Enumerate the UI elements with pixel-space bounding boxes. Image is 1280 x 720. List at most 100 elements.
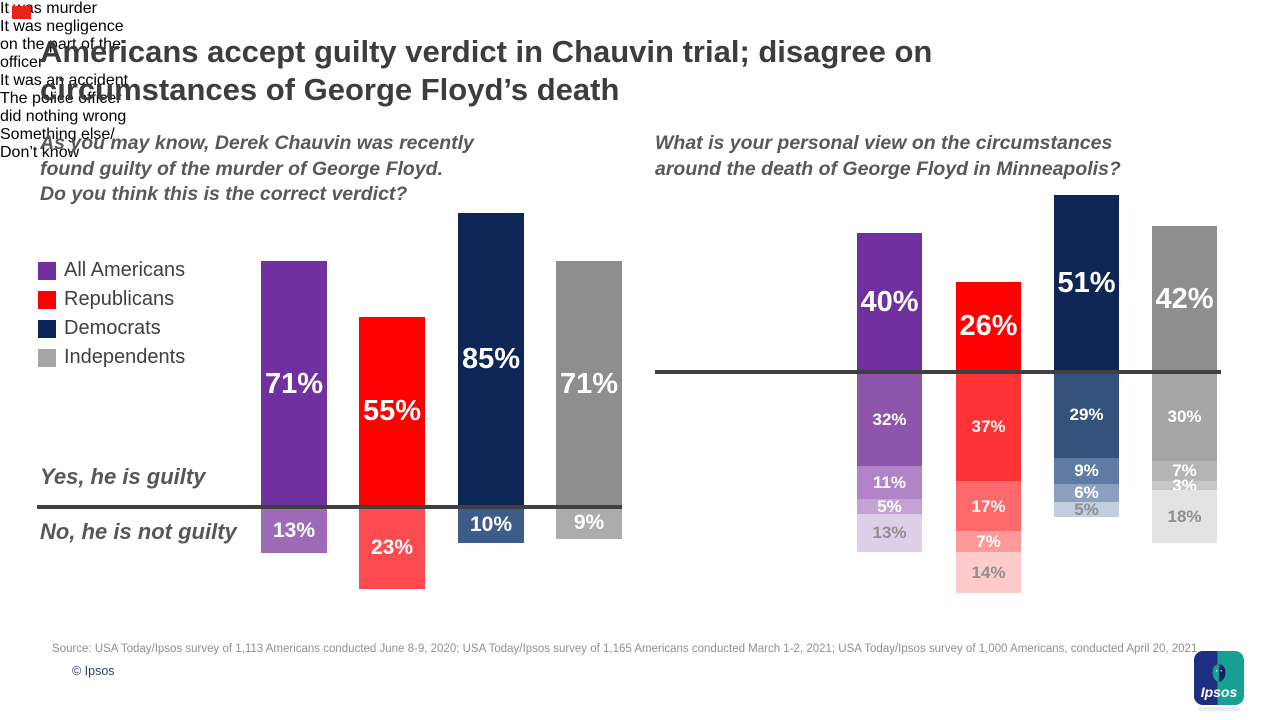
- left-chart-legend: All Americans Republicans Democrats Indepen…: [38, 256, 185, 372]
- legend-label-line: did nothing wrong: [0, 108, 127, 125]
- stack-seg-3-2: 7%: [1152, 460, 1217, 482]
- legend-item-democrats: Democrats: [38, 314, 185, 343]
- bar-below-0: 13%: [261, 507, 327, 554]
- right-chart-question: What is your personal view on the circum…: [655, 131, 1121, 182]
- value-label: 9%: [573, 511, 605, 535]
- value-label: 51%: [1057, 267, 1116, 299]
- category-legend-3: The police officer did nothing wrong: [0, 90, 1280, 126]
- stack-seg-2-4: 5%: [1054, 499, 1119, 519]
- legend-swatch-icon: [38, 290, 56, 309]
- bar-below-1: 23%: [359, 507, 425, 589]
- bar-above-0: 71%: [261, 261, 327, 507]
- legend-swatch-icon: [38, 261, 56, 280]
- legend-label-line: Don’t know: [0, 144, 80, 161]
- legend-item-all-americans: All Americans: [38, 256, 185, 285]
- category-legend-2: It was an accident: [0, 72, 1280, 90]
- stack-above-0: 40%: [857, 233, 922, 372]
- value-label: 7%: [976, 532, 1001, 552]
- legend-label-line: on the part of the: [0, 36, 121, 53]
- value-label: 3%: [1172, 476, 1197, 496]
- stack-seg-2-2: 9%: [1054, 457, 1119, 485]
- category-legend-4: Something else/Don’t know: [0, 126, 1280, 162]
- stack-seg-0-1: 32%: [857, 372, 922, 467]
- stack-above-1: 26%: [956, 281, 1021, 372]
- stack-seg-1-2: 17%: [956, 481, 1021, 532]
- page-title: Americans accept guilty verdict in Chauv…: [40, 33, 932, 109]
- stack-seg-1-4: 14%: [956, 551, 1021, 594]
- value-label: 30%: [1167, 406, 1202, 426]
- yes-axis-label: Yes, he is guilty: [40, 464, 206, 489]
- legend-label: Independents: [64, 346, 186, 368]
- value-label: 55%: [362, 395, 422, 428]
- stack-above-3: 42%: [1152, 226, 1217, 372]
- no-axis-label: No, he is not guilty: [40, 519, 237, 544]
- ipsos-logo-reflection: [1198, 707, 1240, 711]
- value-label: 10%: [469, 513, 513, 537]
- stack-seg-2-3: 6%: [1054, 484, 1119, 502]
- value-label: 23%: [370, 536, 414, 560]
- left-question-line-1: As you may know, Derek Chauvin was recen…: [40, 132, 474, 154]
- ipsos-face-icon: [1212, 664, 1226, 682]
- stack-seg-3-4: 18%: [1152, 490, 1217, 544]
- stack-seg-3-3: 3%: [1152, 476, 1217, 496]
- legend-swatch-icon: [38, 319, 56, 338]
- legend-label-line: officer: [0, 54, 44, 71]
- legend-label-line: Something else/: [0, 126, 115, 143]
- legend-label-line: The police officer: [0, 90, 122, 107]
- value-label: 5%: [1074, 499, 1099, 519]
- value-label: 85%: [461, 343, 521, 376]
- stack-seg-1-3: 7%: [956, 531, 1021, 552]
- left-question-line-2: found guilty of the murder of George Flo…: [40, 157, 443, 180]
- value-label: 17%: [971, 496, 1006, 516]
- left-question-line-3: Do you think this is the correct verdict…: [40, 183, 408, 205]
- value-label: 5%: [877, 496, 902, 516]
- legend-label-line: It was an accident: [0, 72, 129, 89]
- ipsos-red-accent-mark: [12, 6, 31, 19]
- source-note: Source: USA Today/Ipsos survey of 1,113 …: [52, 643, 1198, 655]
- ipsos-logo: Ipsos: [1194, 651, 1244, 705]
- bar-below-3: 9%: [556, 507, 622, 539]
- value-label: 71%: [264, 367, 324, 400]
- value-label: 9%: [1074, 461, 1099, 481]
- copyright: © Ipsos: [72, 664, 115, 678]
- stack-seg-2-1: 29%: [1054, 372, 1119, 458]
- value-label: 42%: [1155, 282, 1214, 315]
- ipsos-logo-text: Ipsos: [1200, 684, 1238, 700]
- value-label: 26%: [959, 310, 1018, 343]
- bar-above-2: 85%: [458, 212, 524, 507]
- category-legend-1: It was negligence on the part of the offic…: [0, 18, 1280, 72]
- legend-item-republicans: Republicans: [38, 285, 185, 314]
- stack-above-2: 51%: [1054, 195, 1119, 372]
- value-label: 11%: [872, 473, 907, 493]
- legend-label: Republicans: [64, 288, 175, 310]
- legend-swatch-icon: [38, 348, 56, 367]
- value-label: 37%: [971, 417, 1006, 437]
- right-question-line-2: around the death of George Floyd in Minn…: [655, 157, 1121, 180]
- stack-seg-3-1: 30%: [1152, 372, 1217, 461]
- left-chart-question: As you may know, Derek Chauvin was recen…: [40, 131, 474, 208]
- page-title-line-2: circumstances of George Floyd’s death: [40, 72, 620, 107]
- stack-seg-0-2: 11%: [857, 466, 922, 499]
- bar-above-1: 55%: [359, 316, 425, 507]
- value-label: 32%: [872, 409, 907, 429]
- value-label: 18%: [1167, 507, 1202, 527]
- legend-label: All Americans: [64, 259, 186, 281]
- right-question-line-1: What is your personal view on the circum…: [655, 132, 1113, 154]
- value-label: 6%: [1074, 483, 1099, 503]
- value-label: 71%: [559, 367, 619, 400]
- bar-below-2: 10%: [458, 507, 524, 543]
- stack-seg-0-3: 5%: [857, 496, 922, 516]
- value-label: 7%: [1172, 461, 1197, 481]
- stack-seg-1-1: 37%: [956, 372, 1021, 482]
- bar-above-3: 71%: [556, 261, 622, 507]
- right-chart-zero-line: [655, 370, 1221, 374]
- value-label: 29%: [1069, 405, 1104, 425]
- stack-seg-0-4: 13%: [857, 513, 922, 552]
- value-label: 14%: [971, 563, 1006, 583]
- page-title-line-1: Americans accept guilty verdict in Chauv…: [40, 34, 933, 69]
- value-label: 40%: [860, 286, 919, 319]
- value-label: 13%: [872, 523, 907, 543]
- value-label: 13%: [272, 518, 316, 542]
- legend-item-independents: Independents: [38, 343, 185, 372]
